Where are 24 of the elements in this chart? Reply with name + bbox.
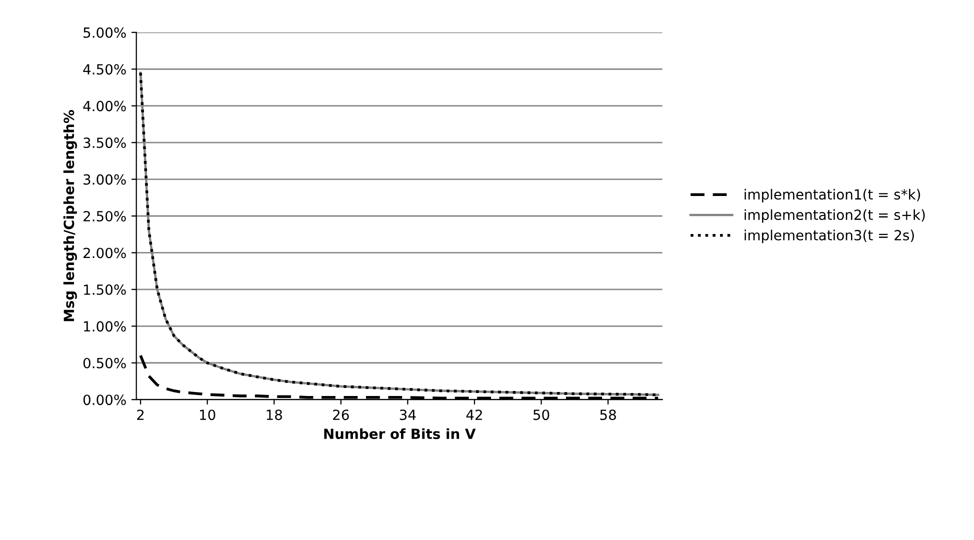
x-tick-label: 42 (466, 410, 482, 420)
x-tick-label: 18 (266, 410, 282, 420)
y-tick-label: 2.50% (84, 210, 126, 222)
x-tick-label: 58 (600, 410, 616, 420)
x-tick-label: 34 (400, 410, 416, 420)
x-tick-label: 2 (137, 410, 144, 420)
legend-label: implementation2(t = s+k) (744, 209, 925, 223)
y-tick-label: 4.00% (83, 100, 126, 112)
y-tick-label: 4.50% (83, 64, 126, 75)
y-axis-title: Msg length/Cipher length% (63, 110, 77, 322)
x-tick-label: 26 (333, 410, 349, 420)
legend-label: implementation1(t = s*k) (744, 188, 920, 202)
legend-label: implementation3(t = 2s) (744, 230, 914, 244)
y-tick-label: 1.00% (84, 321, 126, 332)
x-tick-label: 10 (200, 410, 216, 420)
x-axis-title: Number of Bits in V (324, 428, 476, 440)
y-tick-label: 2.00% (84, 248, 126, 258)
y-tick-label: 3.00% (84, 174, 126, 185)
y-tick-label: 0.50% (83, 358, 126, 368)
x-tick-label: 50 (534, 410, 550, 420)
y-tick-label: 1.50% (84, 284, 126, 295)
y-tick-label: 0.00% (83, 394, 126, 406)
y-tick-label: 5.00% (84, 27, 126, 38)
y-tick-label: 3.50% (84, 138, 126, 148)
